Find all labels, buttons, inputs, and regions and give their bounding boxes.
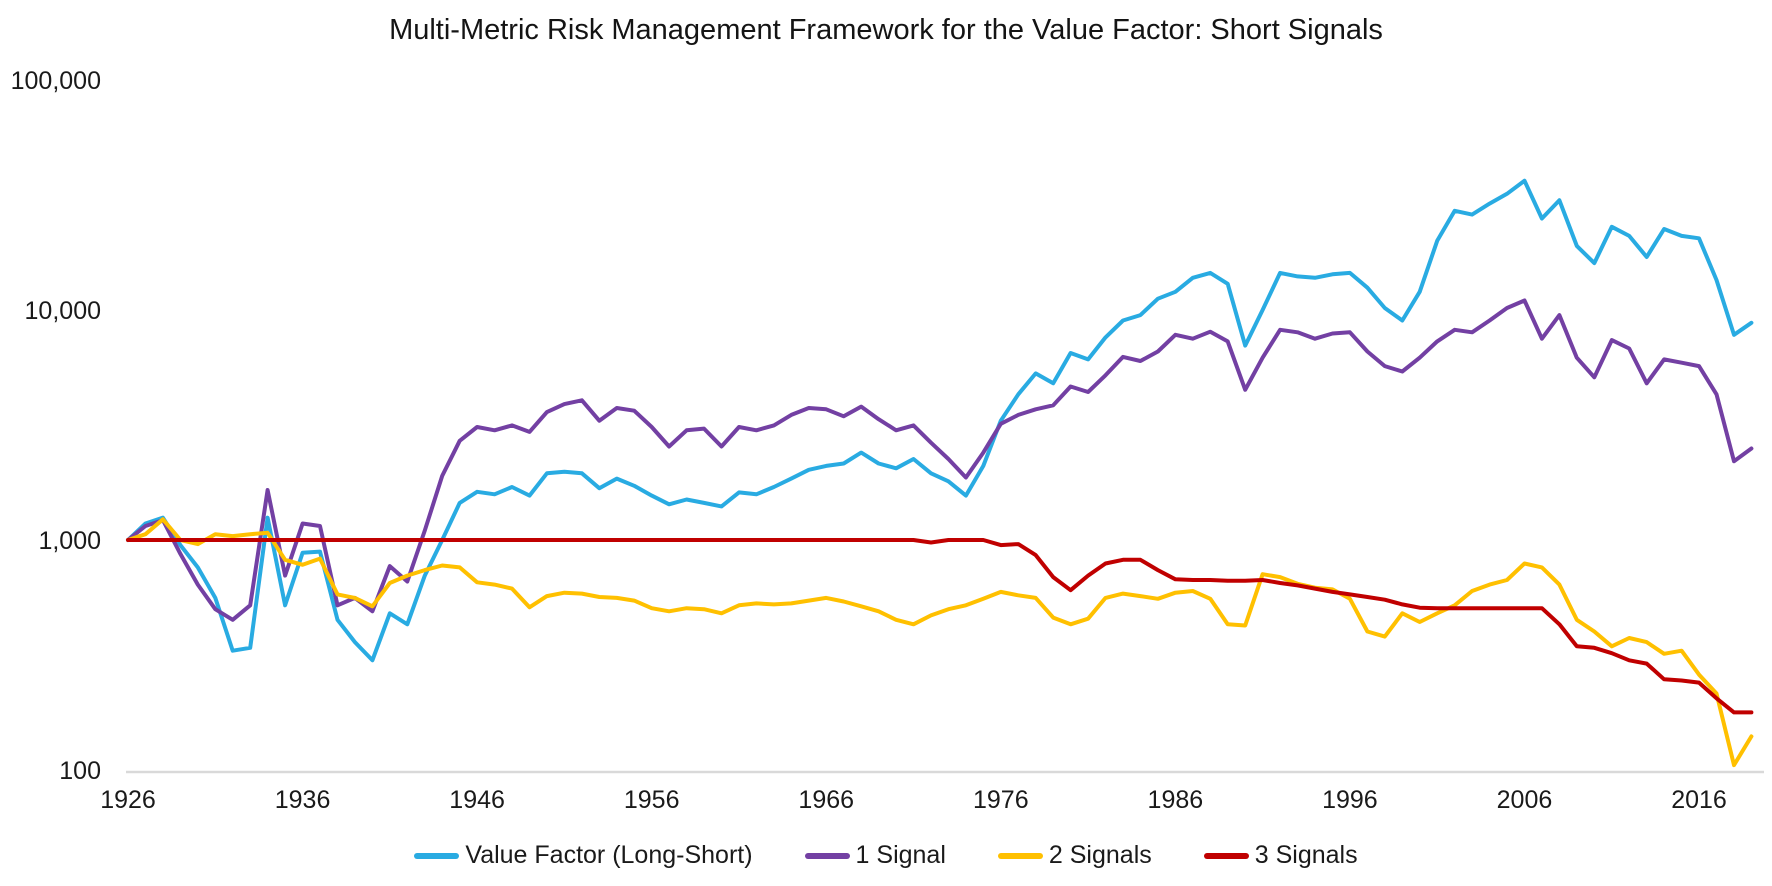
chart-legend: Value Factor (Long-Short) 1 Signal 2 Signa…	[0, 841, 1772, 870]
legend-label: 1 Signal	[855, 841, 946, 869]
x-axis-tick-label: 1966	[798, 786, 854, 814]
y-axis-tick-label: 1,000	[38, 527, 101, 555]
legend-label: Value Factor (Long-Short)	[465, 841, 753, 869]
series-line-3-signals	[126, 538, 1754, 715]
x-axis-tick-label: 1946	[449, 786, 505, 814]
y-axis-tick-label: 10,000	[25, 297, 101, 325]
y-axis-tick-label: 100	[59, 757, 101, 785]
x-axis-tick-label: 1996	[1322, 786, 1378, 814]
chart-title: Multi-Metric Risk Management Framework f…	[389, 14, 1383, 46]
series-line-1-signal	[126, 298, 1754, 622]
legend-swatch	[804, 852, 850, 859]
series-line-2-signals	[126, 517, 1754, 768]
x-axis-tick-label: 2006	[1497, 786, 1553, 814]
x-axis-tick-label: 2016	[1671, 786, 1727, 814]
legend-swatch	[414, 852, 460, 859]
x-axis-tick-label: 1976	[973, 786, 1029, 814]
legend-item-2-signals: 2 Signals	[997, 841, 1152, 870]
legend-label: 2 Signals	[1048, 841, 1152, 869]
y-axis-tick-label: 100,000	[11, 67, 101, 95]
legend-item-3-signals: 3 Signals	[1203, 841, 1358, 870]
x-axis-tick-label: 1986	[1148, 786, 1204, 814]
legend-label: 3 Signals	[1254, 841, 1358, 869]
x-axis-tick-label: 1936	[275, 786, 331, 814]
legend-item-1-signal: 1 Signal	[804, 841, 946, 870]
legend-item-value-factor-long-short: Value Factor (Long-Short)	[414, 841, 753, 870]
legend-swatch	[997, 852, 1043, 859]
x-axis-tick-label: 1926	[100, 786, 156, 814]
x-axis-tick-label: 1956	[624, 786, 680, 814]
series-line-value-factor-long-short	[126, 178, 1754, 663]
legend-swatch	[1203, 852, 1249, 859]
